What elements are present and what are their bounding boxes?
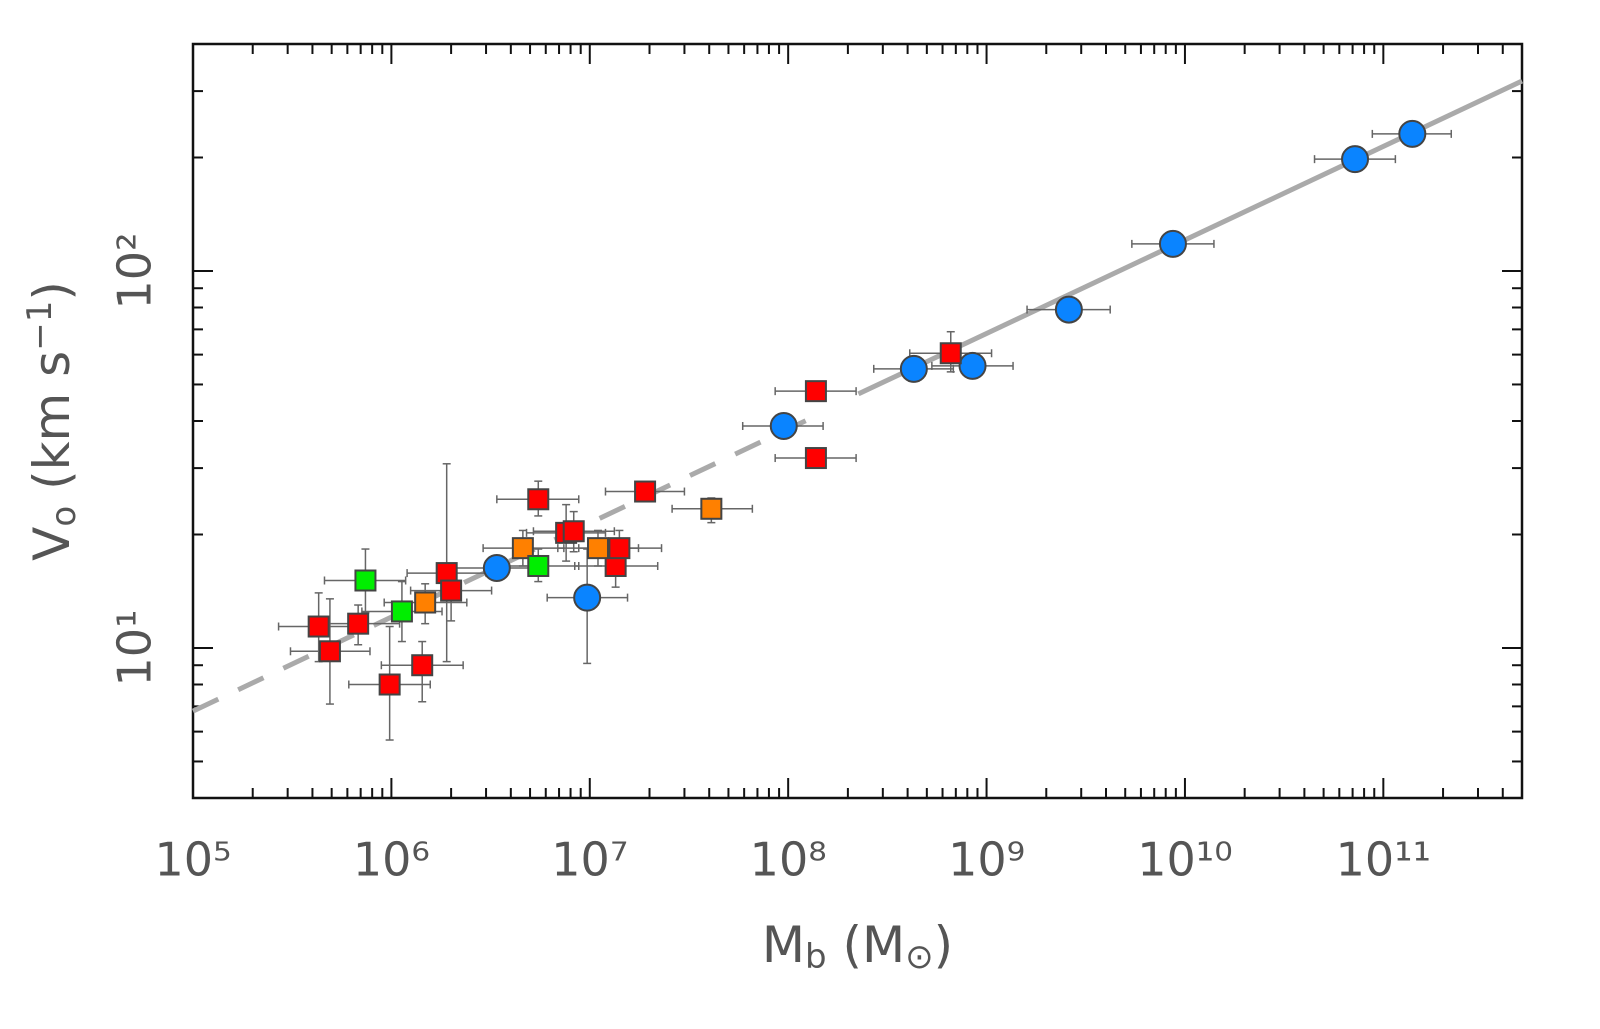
x-axis-label-part: ) [934,916,954,974]
point [390,600,413,623]
point [511,537,534,560]
y-tick-label: 10¹ [108,609,162,686]
point [347,612,370,635]
point [354,569,377,592]
point [307,615,330,638]
point [378,673,401,696]
x-tick-label: 10¹¹ [1336,833,1431,887]
point [804,380,827,403]
point [608,537,631,560]
point [1341,145,1370,174]
point [769,411,798,440]
x-axis-label-part: (M [827,916,906,974]
point [562,520,585,543]
y-axis-label: Vo (km s−1) [20,281,84,561]
point [586,537,609,560]
point [804,447,827,470]
y-axis-label-part: −1 [20,301,60,351]
x-axis-label: Mb (M⊙) [762,916,953,977]
point [700,497,723,520]
point [527,488,550,511]
point [939,342,962,365]
x-axis-label-part: b [805,937,827,977]
point [1158,229,1187,258]
y-axis-label-part: o [44,506,84,527]
point [1398,119,1427,148]
point [482,553,511,582]
fit-line [191,410,824,714]
y-axis-label-part: ) [23,281,81,301]
point [899,354,928,383]
point [318,640,341,663]
y-axis-label-part: V [23,527,81,561]
y-axis-label-part: (km s [23,351,81,506]
x-tick-label: 10⁸ [750,833,827,887]
point [634,480,657,503]
point [573,583,602,612]
point [958,351,987,380]
x-tick-label: 10⁹ [948,833,1025,887]
x-axis-label-part: M [762,916,805,974]
x-tick-label: 10¹⁰ [1137,833,1232,887]
x-tick-label: 10⁵ [155,833,232,887]
point [527,554,550,577]
point [1054,295,1083,324]
point [440,579,463,602]
x-axis-label-part: ⊙ [905,937,934,977]
x-tick-label: 10⁷ [551,833,628,887]
x-tick-label: 10⁶ [353,833,430,887]
point [414,591,437,614]
y-tick-label: 10² [108,232,162,309]
point [411,654,434,677]
